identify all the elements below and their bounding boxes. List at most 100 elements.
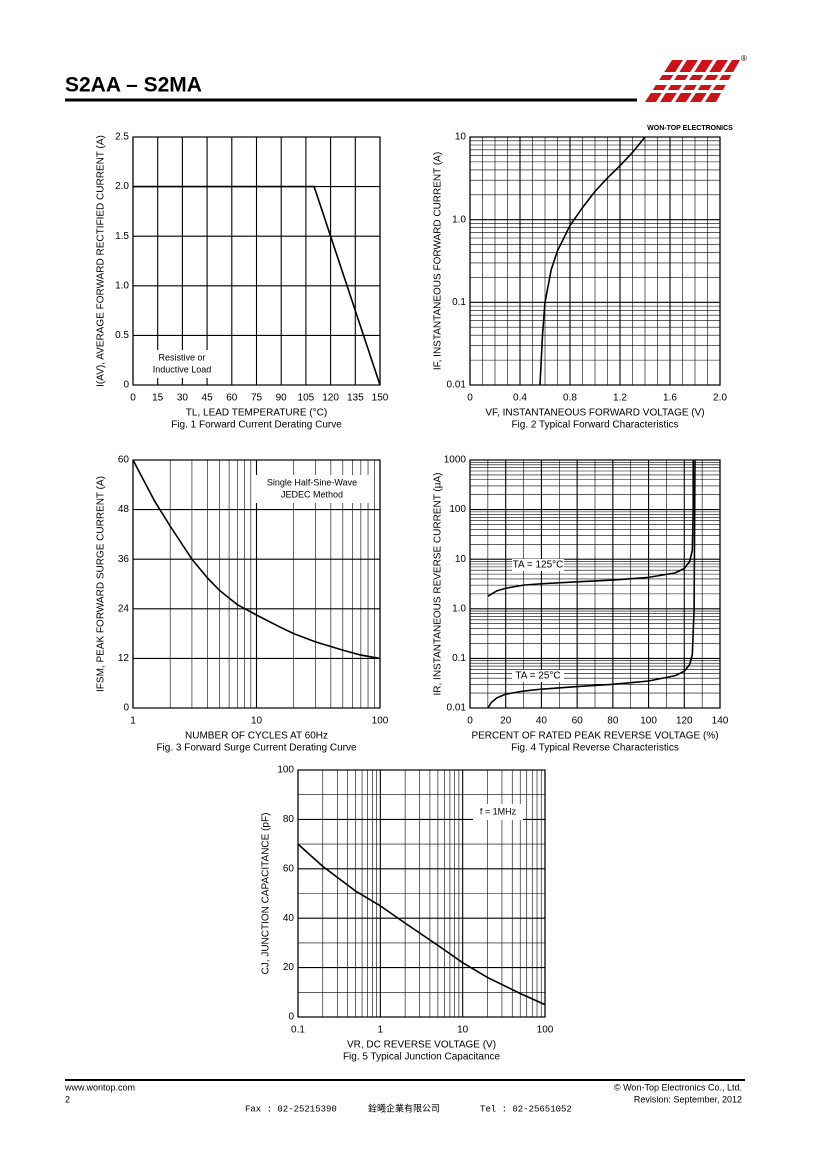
annotation-background (254, 475, 370, 503)
x-tick-label: 80 (607, 716, 619, 727)
y-tick-label: 48 (118, 504, 130, 515)
y-tick-label: 100 (449, 504, 466, 515)
tel: Tel : 02-25651052 (480, 1104, 572, 1114)
annotation-background (142, 350, 222, 378)
website: www.wontop.com (64, 1082, 135, 1092)
y-axis-label: CJ, JUNCTION CAPACITANCE (pF) (261, 813, 272, 975)
curve (132, 459, 381, 660)
page-number: 2 (65, 1094, 70, 1104)
fax: Fax : 02-25215390 (245, 1104, 337, 1114)
doc-title: S2AA – S2MA (65, 74, 202, 97)
y-axis-label: IR, INSTANTANEOUS REVERSE CURRENT (µA) (433, 472, 444, 695)
y-tick-label: 0.1 (452, 297, 466, 308)
caption: Fig. 5 Typical Junction Capacitance (343, 1052, 501, 1063)
chart: 0.1 1 10 100 0 20 40 60 80 100 VR, DC REVERSE VOLT… (261, 765, 554, 1063)
y-tick-label: 10 (455, 554, 467, 565)
plot-frame (297, 769, 546, 1018)
annotation: Single Half-Sine-Wave (267, 477, 357, 487)
logo (638, 60, 740, 102)
x-tick-label: 30 (177, 393, 189, 404)
chart: 0 20 40 60 80 100 120 140 0.01 0.1 1.0 10 100 1000 PER… (433, 455, 729, 754)
y-tick-label: 10 (455, 132, 467, 143)
x-tick-label: 0 (467, 393, 473, 404)
annotation: Resistive or (158, 352, 205, 362)
caption: Fig. 3 Forward Surge Current Derating Cu… (156, 743, 357, 754)
y-tick-label: 0.1 (452, 653, 466, 664)
caption: Fig. 4 Typical Reverse Characteristics (511, 743, 679, 754)
x-axis-label: VR, DC REVERSE VOLTAGE (V) (347, 1040, 496, 1051)
curve (297, 843, 546, 1006)
x-tick-label: 105 (298, 393, 315, 404)
y-tick-label: 1.5 (115, 231, 129, 242)
x-tick-label: 140 (712, 716, 729, 727)
x-axis-label: TL, LEAD TEMPERATURE (°C) (186, 408, 327, 419)
y-tick-label: 1.0 (452, 214, 466, 225)
y-tick-label: 20 (283, 962, 295, 973)
x-tick-label: 0 (130, 393, 136, 404)
plot-frame (469, 459, 721, 709)
x-tick-label: 40 (536, 716, 548, 727)
chart: 1 10 100 0 12 24 36 48 60 NUMBER OF CYCLES AT 60H… (96, 455, 389, 754)
x-tick-label: 135 (347, 393, 364, 404)
x-tick-label: 0 (467, 716, 473, 727)
x-tick-label: 0.8 (563, 393, 577, 404)
x-tick-label: 15 (152, 393, 164, 404)
caption: Fig. 2 Typical Forward Characteristics (511, 420, 678, 431)
label-background (512, 559, 564, 571)
x-tick-label: 1 (130, 716, 136, 727)
plot-frame (132, 136, 381, 386)
x-tick-label: 100 (537, 1025, 554, 1036)
y-tick-label: 0.5 (115, 330, 129, 341)
y-tick-label: 1000 (444, 455, 467, 466)
x-tick-label: 45 (202, 393, 214, 404)
chart: 0 0.4 0.8 1.2 1.6 2.0 0.01 0.1 1.0 10 VF, INSTANTA… (433, 132, 728, 431)
y-tick-label: 100 (277, 765, 294, 776)
x-tick-label: 75 (251, 393, 263, 404)
x-tick-label: 120 (322, 393, 339, 404)
curve (487, 460, 695, 597)
annotation: JEDEC Method (281, 489, 343, 499)
x-tick-label: 10 (251, 716, 263, 727)
x-tick-label: 1 (378, 1025, 384, 1036)
chart: 0 15 30 45 60 75 90 105 120 135 150 0 0.5 1.0 1.5 2.0 2.… (96, 132, 389, 431)
x-tick-label: 90 (276, 393, 288, 404)
x-tick-label: 100 (372, 716, 389, 727)
y-tick-label: 60 (283, 863, 295, 874)
y-tick-label: 1.0 (115, 280, 129, 291)
curve (133, 185, 381, 386)
x-tick-label: 1.2 (613, 393, 627, 404)
x-tick-label: 10 (457, 1025, 469, 1036)
company-name: WON-TOP ELECTRONICS (647, 125, 733, 132)
x-axis-label: NUMBER OF CYCLES AT 60Hz (185, 731, 328, 742)
y-tick-label: 60 (118, 455, 130, 466)
y-tick-label: 36 (118, 554, 130, 565)
revision: Revision: September, 2012 (634, 1094, 742, 1104)
caption: Fig. 1 Forward Current Derating Curve (171, 420, 342, 431)
y-tick-label: 80 (283, 814, 295, 825)
plot-frame (469, 136, 721, 386)
company-cn: 銓曦企業有限公司 (368, 1103, 440, 1115)
x-tick-label: 150 (372, 393, 389, 404)
y-tick-label: 0 (123, 703, 129, 714)
x-axis-label: PERCENT OF RATED PEAK REVERSE VOLTAGE (%… (471, 731, 718, 742)
annotation: f = 1MHz (480, 806, 517, 816)
y-tick-label: 0.01 (447, 703, 467, 714)
curve (539, 136, 646, 386)
y-axis-label: I(AV), AVERAGE FORWARD RECTIFIED CURRENT… (96, 135, 107, 387)
x-tick-label: 2.0 (713, 393, 727, 404)
registered-mark: ® (741, 54, 747, 63)
copyright: © Won-Top Electronics Co., Ltd. (614, 1082, 742, 1092)
plot-frame (132, 459, 381, 709)
x-tick-label: 0.1 (291, 1025, 305, 1036)
x-tick-label: 20 (500, 716, 512, 727)
y-tick-label: 0 (288, 1012, 294, 1023)
label-background (512, 670, 564, 682)
y-tick-label: 40 (283, 913, 295, 924)
annotation: Inductive Load (153, 364, 212, 374)
annotation-background (473, 804, 523, 820)
y-tick-label: 24 (118, 603, 130, 614)
x-tick-label: 1.6 (663, 393, 677, 404)
x-tick-label: 120 (676, 716, 693, 727)
